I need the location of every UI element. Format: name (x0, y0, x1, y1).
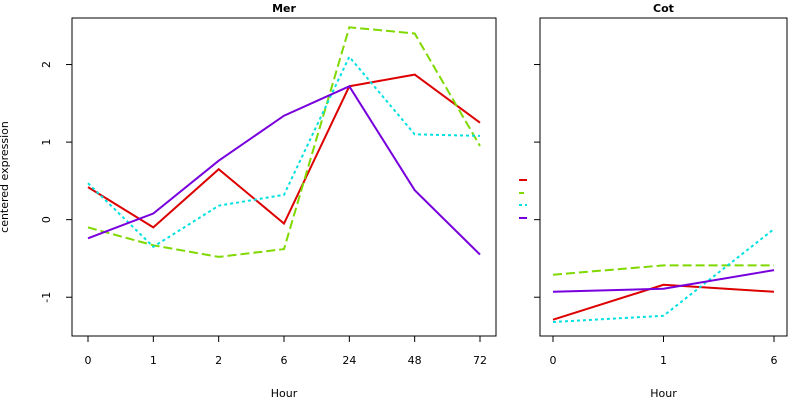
x-tick-label: 1 (660, 354, 667, 367)
panel-mer: Mer 0 1 2 6 24 48 72 Hour -1 0 1 2 centered expressio… (0, 2, 497, 400)
series-line-4 (87, 85, 481, 256)
series-line-1 (87, 73, 481, 229)
y-tick-label: 0 (40, 216, 53, 223)
x-tick-label: 1 (150, 354, 157, 367)
series-line-4 (552, 269, 775, 293)
legend (519, 179, 527, 219)
x-tick-label: 0 (85, 354, 92, 367)
y-tick-label: -1 (40, 292, 53, 303)
series-line-2 (87, 26, 481, 258)
x-tick-label: 48 (408, 354, 422, 367)
series-line-1 (552, 283, 775, 321)
x-axis-title: Hour (271, 387, 298, 400)
x-tick-label: 6 (281, 354, 288, 367)
x-tick-label: 0 (550, 354, 557, 367)
x-tick-label: 2 (215, 354, 222, 367)
y-tick-label: 1 (40, 139, 53, 146)
panel-cot: Cot 0 1 6 Hour (534, 2, 788, 400)
series-line-3 (87, 54, 481, 249)
x-tick-label: 24 (342, 354, 356, 367)
y-tick-label: 2 (40, 61, 53, 68)
panel-title: Mer (272, 2, 296, 15)
panel-title: Cot (653, 2, 674, 15)
series-line-2 (552, 264, 774, 276)
series-line-3 (552, 228, 775, 323)
x-axis-title: Hour (650, 387, 677, 400)
y-axis-title: centered expression (0, 121, 11, 233)
x-tick-label: 72 (473, 354, 487, 367)
x-tick-label: 6 (771, 354, 778, 367)
